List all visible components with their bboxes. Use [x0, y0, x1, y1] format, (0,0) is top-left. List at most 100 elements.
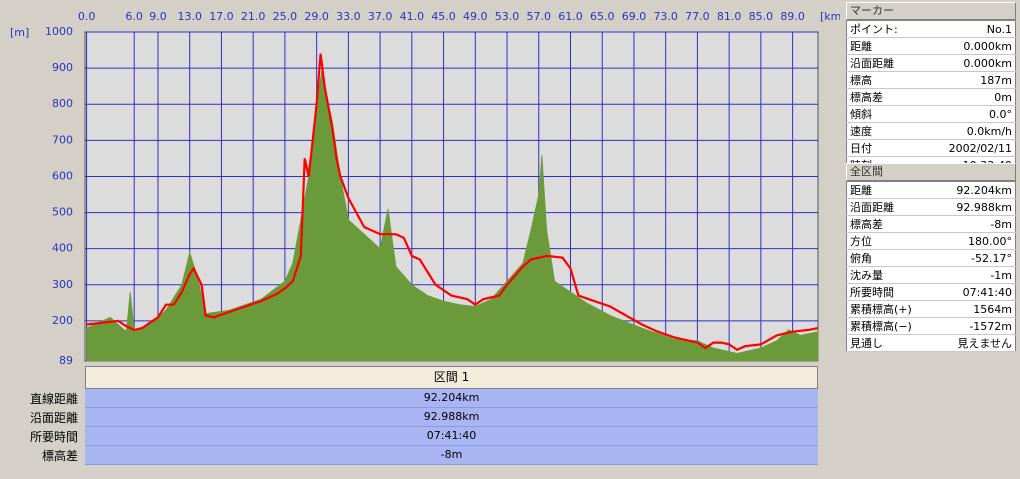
kv-key: 標高差: [846, 88, 921, 106]
x-tick-label: 49.0: [463, 10, 488, 23]
interval-header: 区間 1: [85, 366, 818, 389]
kv-value: 187m: [920, 71, 1016, 89]
interval-label: 標高差: [41, 449, 78, 463]
kv-value: 1564m: [935, 300, 1016, 318]
marker-panel: マーカー ポイント: No.1 距離 0.000km 沿面距離 0.000km 標高 187m…: [846, 2, 1016, 174]
x-tick-label: 53.0: [495, 10, 520, 23]
kv-value: 92.204km: [935, 181, 1016, 199]
kv-row: 距離 92.204km: [846, 181, 1016, 199]
kv-row: 方位 180.00°: [846, 232, 1016, 250]
kv-value: -1m: [935, 266, 1016, 284]
x-tick-label: 21.0: [241, 10, 266, 23]
kv-key: 沿面距離: [846, 198, 936, 216]
x-tick-label: 17.0: [209, 10, 234, 23]
kv-row: 累積標高(−) -1572m: [846, 317, 1016, 335]
total-table: 距離 92.204km 沿面距離 92.988km 標高差 -8m 方位 180.00° 俯角 -…: [846, 181, 1016, 352]
kv-value: 0.000km: [920, 54, 1016, 72]
kv-value: 0.000km: [920, 37, 1016, 55]
kv-key: 標高: [846, 71, 921, 89]
kv-value: -1572m: [935, 317, 1016, 335]
kv-value: 07:41:40: [935, 283, 1016, 301]
interval-label: 所要時間: [29, 430, 78, 444]
kv-row: 傾斜 0.0°: [846, 105, 1016, 123]
kv-row: 標高差 0m: [846, 88, 1016, 106]
x-tick-label: 25.0: [273, 10, 298, 23]
kv-key: 累積標高(−): [846, 317, 936, 335]
kv-row: 日付 2002/02/11: [846, 139, 1016, 157]
kv-value: 0.0°: [920, 105, 1016, 123]
kv-key: ポイント:: [846, 20, 921, 38]
kv-key: 速度: [846, 122, 921, 140]
marker-table: ポイント: No.1 距離 0.000km 沿面距離 0.000km 標高 187m 標高差 0m…: [846, 20, 1016, 174]
kv-value: -8m: [935, 215, 1016, 233]
interval-value: 92.988km: [423, 410, 480, 423]
interval-value: 07:41:40: [426, 429, 477, 442]
kv-row: 標高差 -8m: [846, 215, 1016, 233]
interval-value: -8m: [440, 448, 463, 461]
x-tick-label: 45.0: [431, 10, 456, 23]
kv-key: 累積標高(+): [846, 300, 936, 318]
y-tick-label: 1000: [45, 25, 73, 38]
y-tick-label: 89: [59, 354, 73, 365]
kv-row: 距離 0.000km: [846, 37, 1016, 55]
x-tick-label: 41.0: [400, 10, 425, 23]
x-tick-label: 37.0: [368, 10, 393, 23]
interval-row: -8m: [85, 446, 818, 465]
interval-row: 92.204km: [85, 389, 818, 408]
y-tick-label: 700: [52, 133, 73, 146]
kv-value: 2002/02/11: [920, 139, 1016, 157]
kv-key: 距離: [846, 37, 921, 55]
kv-row: 標高 187m: [846, 71, 1016, 89]
x-tick-label: 89.0: [780, 10, 805, 23]
kv-row: 俯角 -52.17°: [846, 249, 1016, 267]
panel-title: 全区間: [846, 163, 1016, 181]
kv-key: 見通し: [846, 334, 936, 352]
x-tick-label: 77.0: [685, 10, 710, 23]
profile-chart: [m] [km] 0.0 6.0 9.0 13.0 17.0 21.0 25.0 29.0 33…: [10, 10, 840, 365]
y-axis-label: [m]: [10, 26, 29, 39]
x-tick-label: 61.0: [558, 10, 583, 23]
kv-value: 92.988km: [935, 198, 1016, 216]
kv-row: ポイント: No.1: [846, 20, 1016, 38]
x-tick-label: 13.0: [177, 10, 202, 23]
series: [86, 53, 819, 362]
kv-key: 傾斜: [846, 105, 921, 123]
y-tick-label: 800: [52, 97, 73, 110]
x-tick-label: 85.0: [749, 10, 774, 23]
kv-row: 沿面距離 92.988km: [846, 198, 1016, 216]
kv-key: 方位: [846, 232, 936, 250]
kv-value: -52.17°: [935, 249, 1016, 267]
y-tick-label: 900: [52, 61, 73, 74]
panel-title: マーカー: [846, 2, 1016, 20]
interval-row: 07:41:40: [85, 427, 818, 446]
interval-row: 92.988km: [85, 408, 818, 427]
kv-value: 0.0km/h: [920, 122, 1016, 140]
kv-key: 距離: [846, 181, 936, 199]
terrain-area: [86, 68, 819, 362]
kv-row: 沿面距離 0.000km: [846, 54, 1016, 72]
x-tick-label: 6.0: [125, 10, 143, 23]
x-axis-label: [km]: [820, 10, 840, 23]
x-tick-label: 0.0: [78, 10, 96, 23]
total-panel: 全区間 距離 92.204km 沿面距離 92.988km 標高差 -8m 方位 180.00…: [846, 163, 1016, 352]
kv-key: 沈み量: [846, 266, 936, 284]
track-line: [86, 53, 819, 352]
kv-value: 180.00°: [935, 232, 1016, 250]
y-tick-label: 500: [52, 206, 73, 219]
x-tick-label: 33.0: [336, 10, 361, 23]
x-tick-label: 65.0: [590, 10, 615, 23]
kv-key: 所要時間: [846, 283, 936, 301]
y-tick-label: 400: [52, 242, 73, 255]
kv-key: 標高差: [846, 215, 936, 233]
kv-row: 累積標高(+) 1564m: [846, 300, 1016, 318]
kv-value: No.1: [920, 20, 1016, 38]
y-tick-label: 300: [52, 278, 73, 291]
kv-row: 見通し 見えません: [846, 334, 1016, 352]
kv-row: 沈み量 -1m: [846, 266, 1016, 284]
kv-row: 所要時間 07:41:40: [846, 283, 1016, 301]
kv-key: 俯角: [846, 249, 936, 267]
kv-key: 沿面距離: [846, 54, 921, 72]
interval-table: 区間 1 92.204km 92.988km 07:41:40 -8m: [85, 366, 818, 465]
x-tick-label: 81.0: [717, 10, 742, 23]
